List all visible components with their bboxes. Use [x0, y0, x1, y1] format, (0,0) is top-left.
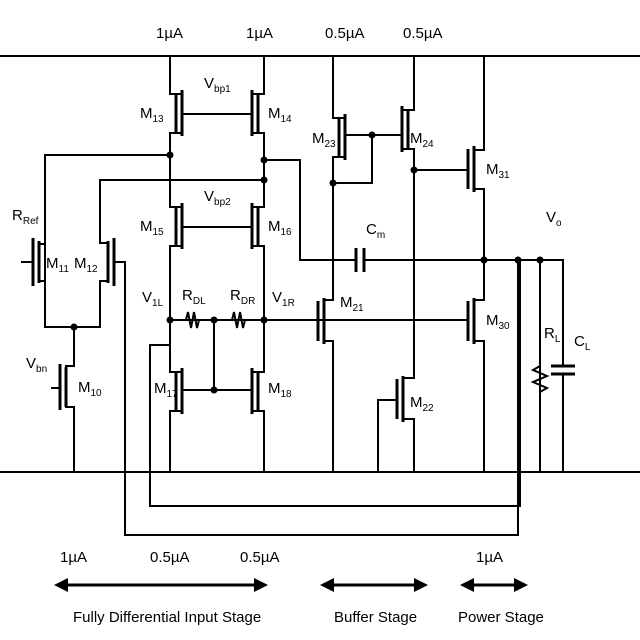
label-m30: M30 [486, 312, 510, 332]
label-m16: M16 [268, 218, 292, 238]
label-m10: M10 [78, 379, 102, 399]
label-vbn: Vbn [26, 355, 47, 375]
label-m12: M12 [74, 255, 98, 275]
junction-dot [166, 151, 174, 159]
label-m13: M13 [140, 105, 164, 125]
transistor-m22 [395, 376, 415, 473]
wire-m14-to-m16 [263, 159, 355, 261]
feedback-loop-m17 [149, 259, 521, 507]
label-rl: RL [544, 325, 561, 345]
transistor-m30 [466, 259, 485, 473]
transistor-m31 [466, 55, 485, 261]
m22-gate-wire [377, 399, 398, 473]
junction-dot [210, 386, 218, 394]
feedback-loop-m12 [124, 259, 519, 536]
current-label-m23: 0.5µA [325, 25, 365, 42]
junction-dot [260, 316, 268, 324]
junction-dot [536, 256, 544, 264]
current-label-input-right: 0.5µA [240, 549, 280, 566]
junction-dot [514, 256, 522, 264]
junction-dot [480, 256, 488, 264]
junction-dot [329, 179, 337, 187]
current-label-m14: 1µA [246, 25, 273, 42]
label-cl: CL [574, 333, 591, 353]
label-v1r: V1R [272, 289, 295, 309]
current-label-input-left: 1µA [60, 549, 87, 566]
label-m11: M11 [46, 255, 69, 275]
input-stage-arrow [54, 578, 268, 592]
resistor-rdl [184, 311, 201, 329]
junction-dot [210, 316, 218, 324]
junction-dot [368, 131, 376, 139]
transistor-m14 [250, 55, 265, 161]
label-m22: M22 [410, 394, 434, 414]
junction-dot [70, 323, 78, 331]
current-label-m24: 0.5µA [403, 25, 443, 42]
wire-m14-drain-to-m12-gate [99, 179, 265, 244]
label-rdl: RDL [182, 287, 206, 307]
transistor-m11 [21, 238, 46, 328]
m23-diode-wire [332, 134, 373, 184]
transistor-m18 [250, 319, 265, 473]
junction-dot [260, 156, 268, 164]
power-stage-arrow [460, 578, 528, 592]
transistor-m24 [400, 55, 415, 379]
current-label-power: 1µA [476, 549, 503, 566]
label-m21: M21 [340, 294, 364, 314]
stage-label-power: Power Stage [458, 609, 544, 626]
label-rref: RRef [12, 207, 39, 227]
current-label-input-mid: 0.5µA [150, 549, 190, 566]
label-m17: M17 [154, 380, 178, 400]
junction-dot [410, 166, 418, 174]
label-m14: M14 [268, 105, 292, 125]
current-label-m13: 1µA [156, 25, 183, 42]
label-rdr: RDR [230, 287, 255, 307]
junction-dot [166, 316, 174, 324]
label-m24: M24 [410, 130, 434, 150]
transistor-m21 [316, 298, 334, 473]
label-m23: M23 [312, 130, 336, 150]
label-vbp2: Vbp2 [204, 188, 231, 208]
label-m31: M31 [486, 161, 510, 181]
buffer-stage-arrow [320, 578, 428, 592]
stage-label-buffer: Buffer Stage [334, 609, 417, 626]
label-m18: M18 [268, 380, 292, 400]
label-vo: Vo [546, 209, 562, 229]
label-vbp1: Vbp1 [204, 75, 231, 95]
transistor-m23 [332, 55, 347, 301]
label-cm: Cm [366, 221, 385, 241]
transistor-m12 [99, 238, 126, 328]
transistor-m10 [51, 364, 75, 473]
label-m15: M15 [140, 218, 164, 238]
junction-dot [260, 176, 268, 184]
label-v1l: V1L [142, 289, 164, 309]
stage-label-input: Fully Differential Input Stage [73, 609, 261, 626]
transistor-m13 [169, 55, 184, 156]
resistor-rl [530, 364, 550, 394]
resistor-rdr [230, 311, 247, 329]
